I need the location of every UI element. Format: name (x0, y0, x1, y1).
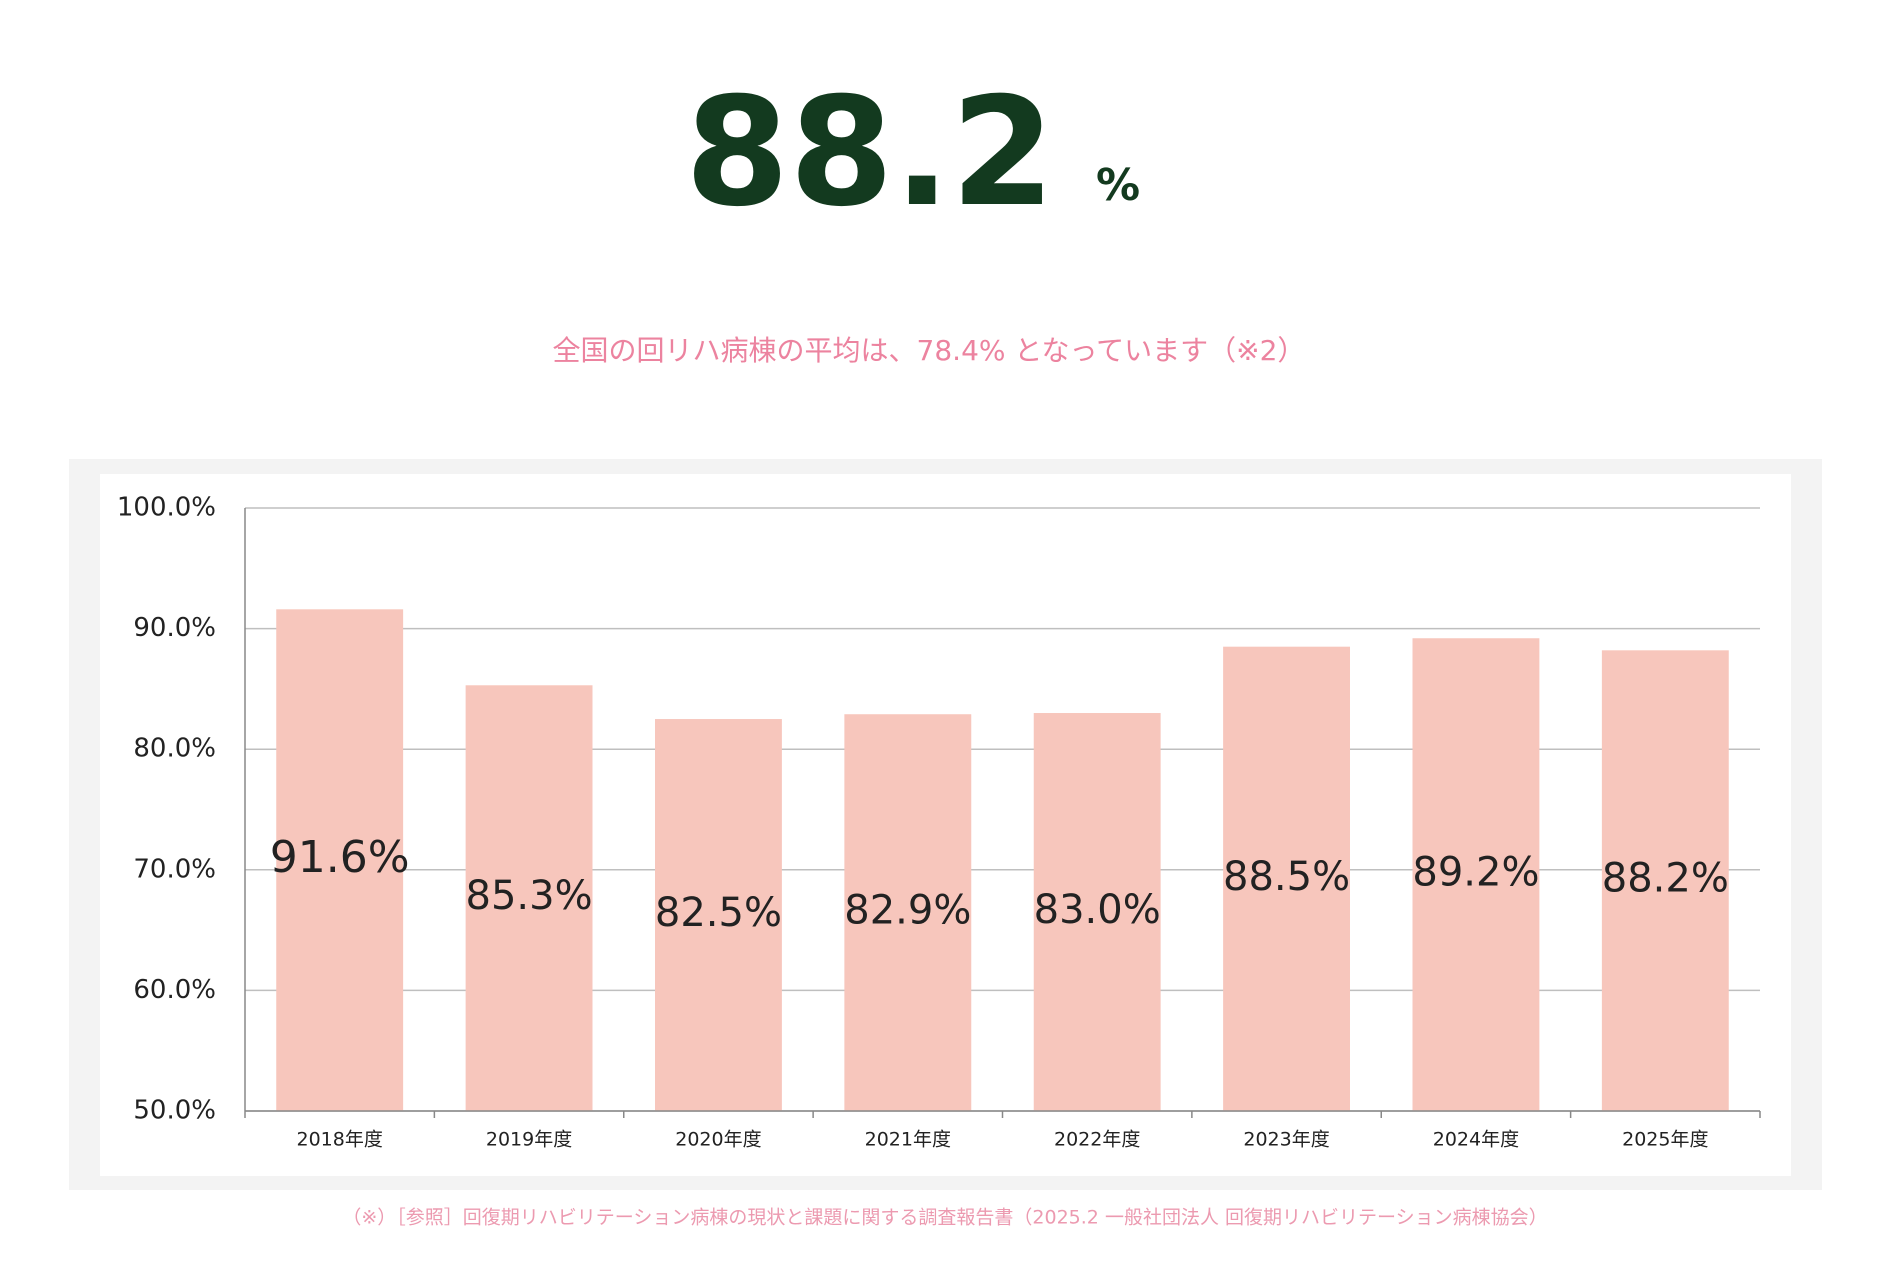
bar (1601, 650, 1729, 1111)
data-label: 85.3% (466, 873, 593, 919)
bar (654, 719, 782, 1111)
x-tick-label: 2019年度 (486, 1129, 572, 1151)
x-tick-label: 2024年度 (1433, 1129, 1519, 1151)
x-tick-label: 2025年度 (1622, 1129, 1708, 1151)
x-tick-label: 2020年度 (675, 1129, 761, 1151)
x-tick-label: 2018年度 (297, 1129, 383, 1151)
bar (844, 714, 972, 1111)
subtitle: 全国の回リハ病棟の平均は、78.4% となっています（※2） (553, 334, 1306, 367)
x-tick-label: 2022年度 (1054, 1129, 1140, 1151)
data-label: 83.0% (1034, 887, 1161, 933)
headline-unit: % (1096, 160, 1140, 211)
y-tick-label: 100.0% (117, 493, 216, 523)
data-label: 82.5% (655, 890, 782, 936)
bar (1412, 638, 1540, 1111)
y-tick-label: 70.0% (133, 854, 216, 884)
data-label: 88.2% (1602, 856, 1729, 902)
data-label: 82.9% (844, 888, 971, 934)
bar (465, 685, 593, 1111)
y-tick-label: 80.0% (133, 734, 216, 764)
data-label: 88.5% (1223, 854, 1350, 900)
x-tick-label: 2021年度 (865, 1129, 951, 1151)
bar (1033, 713, 1161, 1111)
headline-value: 88.2 (685, 66, 1055, 240)
bar (1223, 646, 1351, 1111)
data-label: 91.6% (270, 832, 410, 883)
y-tick-label: 90.0% (133, 613, 216, 643)
x-tick-label: 2023年度 (1243, 1129, 1329, 1151)
data-label: 89.2% (1412, 850, 1539, 896)
footnote: （※）［参照］回復期リハビリテーション病棟の現状と課題に関する調査報告書（202… (342, 1207, 1547, 1229)
bar (276, 609, 404, 1111)
y-tick-label: 60.0% (133, 975, 216, 1005)
y-tick-label: 50.0% (133, 1096, 216, 1126)
